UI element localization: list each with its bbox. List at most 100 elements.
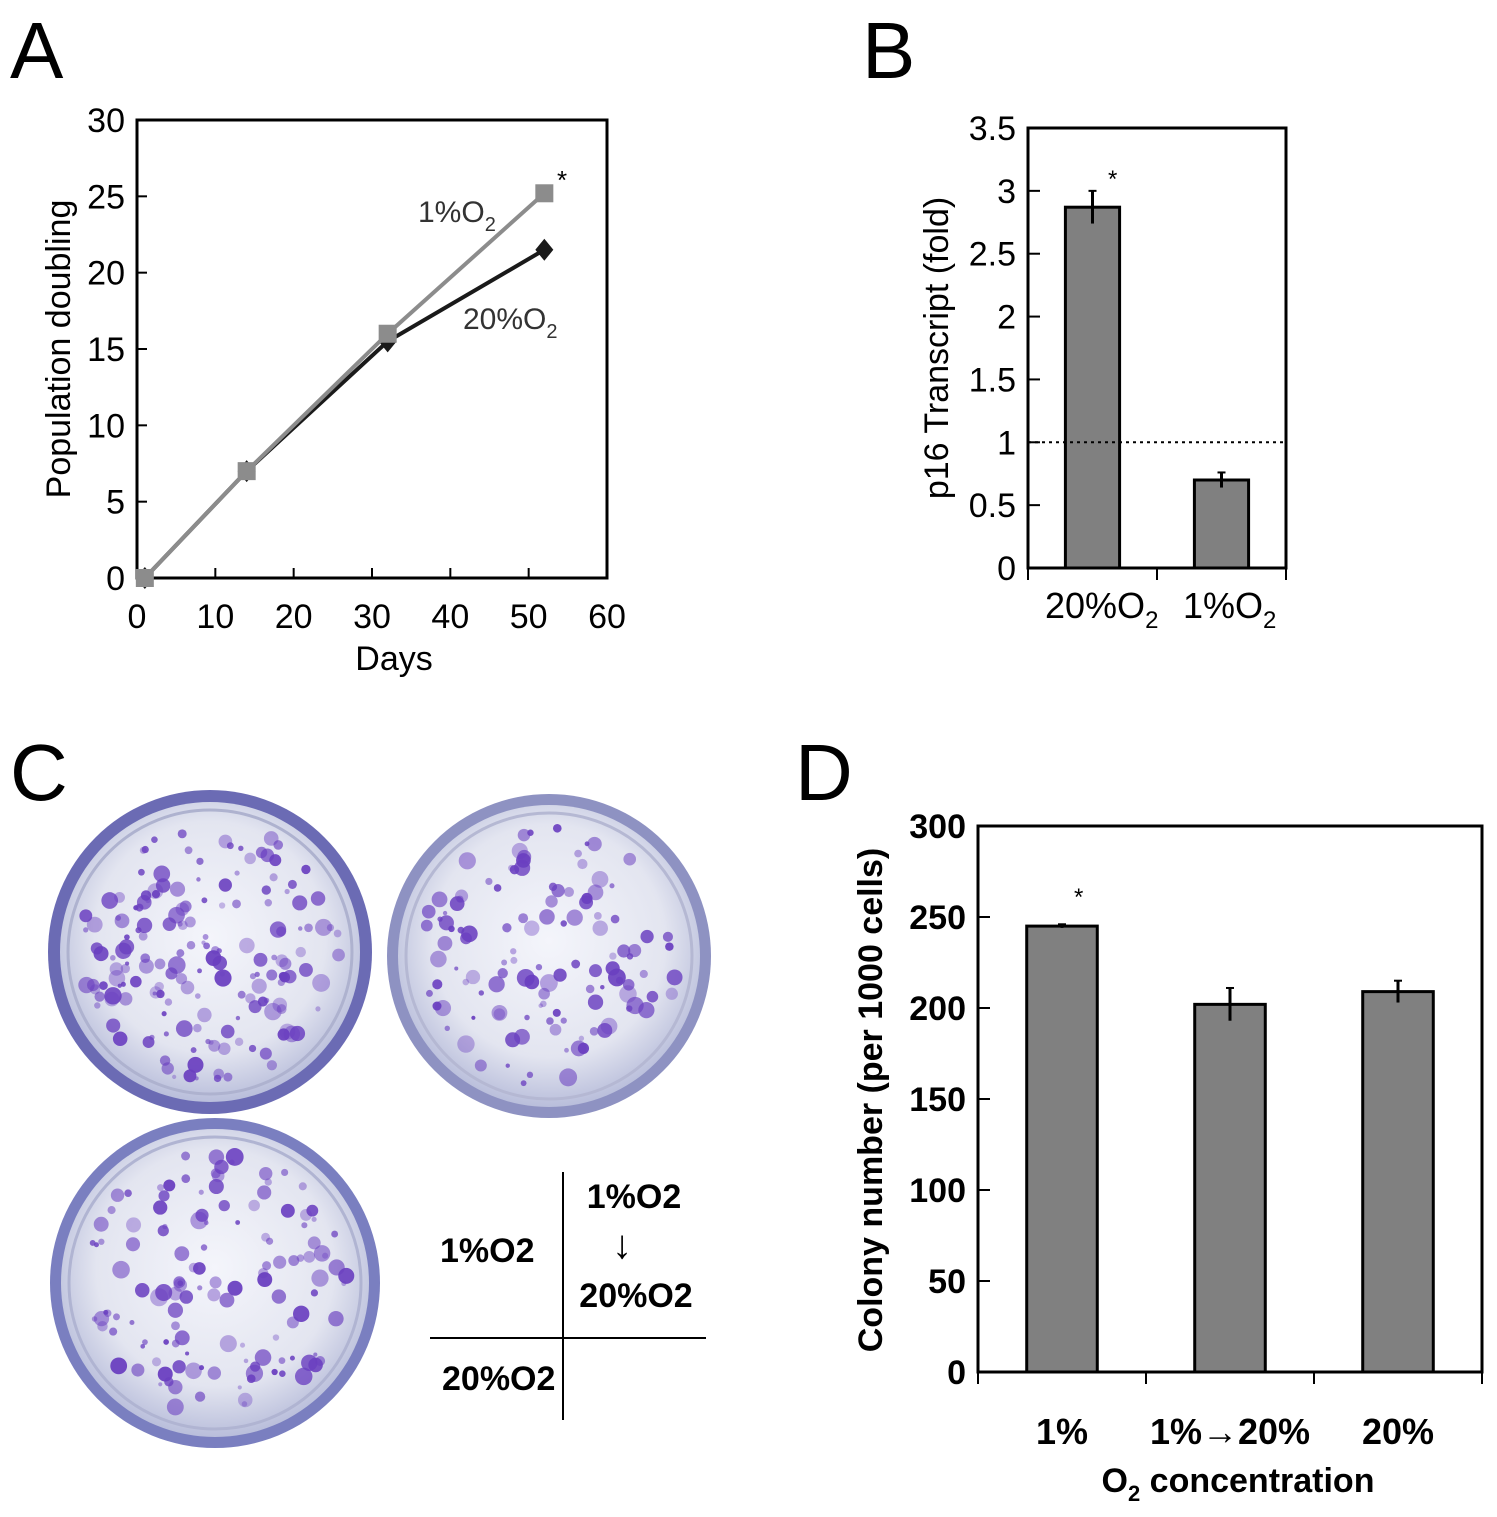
colony-spot	[646, 990, 659, 1003]
colony-spot	[237, 990, 246, 999]
colony-spot	[278, 971, 288, 981]
colony-spot	[432, 979, 443, 990]
colony-spot	[158, 1382, 163, 1387]
colony-spot	[322, 1252, 329, 1259]
colony-spot	[265, 1237, 274, 1245]
colony-spot	[609, 883, 615, 889]
colony-spot	[430, 950, 447, 968]
colony-spot	[151, 890, 161, 899]
colony-spot	[502, 923, 512, 933]
category-label-b-1pct: 1%O2	[1183, 585, 1276, 634]
colony-spot	[300, 1208, 312, 1221]
colony-spot	[207, 1288, 221, 1302]
colony-spot	[622, 979, 635, 991]
colony-spot	[269, 921, 287, 938]
colony-spot	[592, 920, 608, 936]
colony-spot	[511, 842, 528, 859]
colony-spot	[210, 1168, 221, 1179]
colony-spot	[151, 836, 158, 843]
colony-spot	[297, 926, 303, 931]
colony-spot	[560, 920, 567, 927]
colony-spot	[287, 879, 297, 889]
colony-spot	[315, 1006, 321, 1012]
colony-spot	[86, 916, 103, 933]
colony-spot	[272, 997, 288, 1013]
series-label-20pct: 20%O2	[463, 303, 558, 343]
colony-spot	[587, 836, 602, 852]
colony-spot	[147, 883, 164, 899]
colony-spot	[155, 878, 171, 893]
colony-spot	[149, 986, 162, 999]
panel-d-letter: D	[795, 728, 853, 817]
colony-spot	[587, 994, 604, 1010]
colony-spot	[304, 923, 313, 933]
y-tick-label: 0	[106, 560, 125, 598]
colony-spot	[249, 973, 256, 980]
colony-spot	[585, 984, 595, 994]
colony-spot	[299, 962, 313, 977]
colony-spot	[157, 1184, 165, 1192]
colony-spot	[444, 1025, 450, 1031]
colony-spot	[83, 927, 89, 933]
colony-spot	[165, 967, 178, 980]
colony-spot	[135, 1282, 150, 1298]
y-tick-label: 200	[909, 990, 966, 1028]
colony-spot	[578, 1035, 585, 1042]
colony-spot	[78, 976, 95, 994]
colony-spot	[213, 1074, 222, 1083]
colony-spot	[292, 895, 308, 911]
colony-spot	[289, 1025, 306, 1042]
colony-spot	[311, 1269, 329, 1287]
colony-spot	[197, 968, 202, 974]
panel-c: C 1%O2 1%O2 ↓ 20%O2 20%O2	[10, 728, 711, 1448]
colony-spot	[118, 939, 135, 955]
colony-spot	[266, 1060, 278, 1071]
colony-spot	[520, 1080, 527, 1087]
y-tick-label: 1	[997, 424, 1016, 462]
colony-spot	[120, 981, 126, 987]
colony-spot	[665, 942, 674, 951]
colony-spot	[241, 1401, 248, 1407]
colony-spot	[456, 895, 464, 903]
colony-spot	[497, 968, 508, 979]
colony-spot	[79, 909, 93, 923]
colony-spot	[218, 878, 232, 892]
colony-spot	[260, 848, 275, 863]
colony-spot	[227, 1280, 243, 1296]
colony-spot	[510, 948, 517, 955]
colony-spot	[303, 1251, 316, 1263]
colony-spot	[219, 1292, 235, 1308]
colony-spot	[279, 1370, 286, 1377]
legend-cell-bottom-left: 20%O2	[442, 1360, 555, 1398]
colony-spot	[571, 959, 581, 969]
colony-spot	[535, 963, 543, 971]
data-point-1pct	[378, 324, 397, 343]
bar-0	[1063, 205, 1122, 570]
colony-spot	[131, 1363, 145, 1377]
colony-spot	[130, 975, 142, 988]
colony-spot	[264, 1002, 282, 1021]
colony-spot	[234, 870, 240, 876]
colony-spot	[281, 1168, 289, 1176]
colony-spot	[425, 989, 433, 997]
legend-cell-top-right-to: 20%O2	[579, 1277, 692, 1315]
colony-spot	[253, 952, 268, 967]
colony-spot	[308, 1357, 323, 1373]
colony-spot	[162, 1223, 168, 1230]
colony-spot	[172, 1074, 177, 1079]
colony-spot	[203, 1220, 209, 1226]
colony-spot	[312, 973, 331, 992]
colony-spot	[237, 1385, 242, 1390]
colony-spot	[310, 1289, 319, 1297]
colony-spot	[177, 1280, 184, 1287]
colony-spot	[293, 1305, 310, 1323]
colony-spot	[154, 981, 164, 992]
colony-spot	[313, 1352, 318, 1357]
y-axis-title-a: Population doubling	[40, 200, 78, 499]
colony-spot	[551, 883, 565, 898]
colony-spot	[219, 1335, 237, 1353]
y-tick-label: 5	[106, 484, 125, 522]
colony-spot	[431, 891, 448, 908]
colony-spot	[501, 959, 508, 966]
colony-spot	[89, 1240, 96, 1246]
